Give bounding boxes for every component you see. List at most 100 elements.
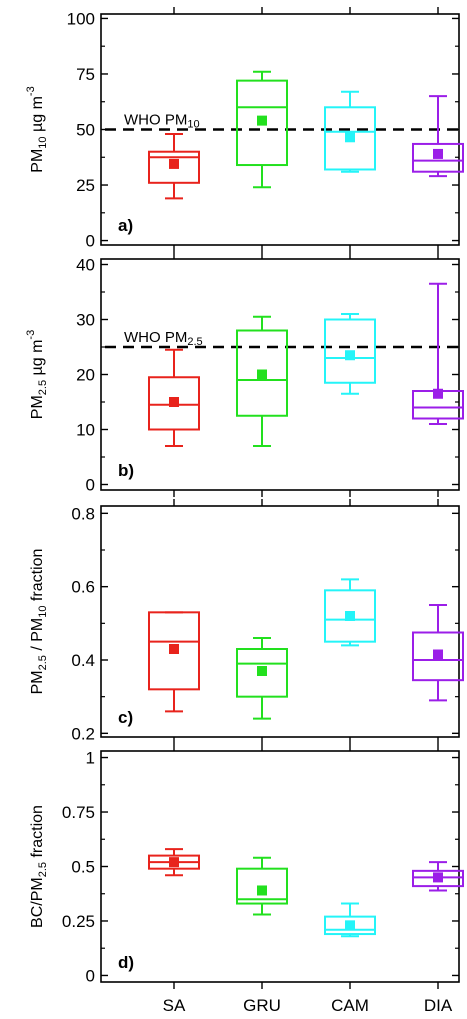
y-tick-label: 30 (76, 311, 95, 330)
y-tick-label: 0.5 (71, 858, 95, 877)
ylabel-base: PM (29, 395, 46, 419)
box-iqr (236, 867, 288, 905)
box-mean-marker (433, 148, 443, 159)
x-category-label-dia: DIA (424, 996, 453, 1015)
box-mean-marker (257, 369, 267, 380)
plot-frame (100, 750, 460, 983)
y-axis-label: PM2.5 / PM10 fraction (29, 549, 49, 695)
box-iqr (412, 142, 464, 173)
y-tick-label: 0.75 (62, 803, 95, 822)
reference-label-sub: 10 (187, 119, 199, 131)
box-mean-marker (257, 666, 267, 676)
box-mean-marker (345, 350, 355, 361)
box-iqr (236, 329, 288, 417)
y-tick-label: 1 (86, 749, 95, 768)
ylabel-sub2: 10 (37, 606, 49, 618)
box-sa (148, 348, 200, 447)
box-iqr (412, 869, 464, 888)
plot-frame (100, 505, 460, 738)
box-gru (236, 315, 288, 447)
panel-c: 0.2 0.4 0.6 0.8 c) PM2.5 / PM10 fraction (29, 499, 464, 744)
box-mean-marker (169, 397, 179, 407)
y-tick-label: 0.8 (71, 504, 95, 523)
x-category-label-gru: GRU (243, 996, 281, 1015)
ylabel-rest: fraction (29, 805, 46, 862)
box-cam (324, 902, 376, 938)
ylabel-rest2: fraction (29, 549, 46, 606)
box-mean-marker (257, 115, 267, 126)
y-tick-label: 0.6 (71, 578, 95, 597)
plot-frame (100, 13, 460, 246)
box-mean-marker (433, 388, 443, 399)
reference-line-label: WHO PM2.5 (124, 329, 203, 348)
box-dia (412, 861, 464, 892)
y-tick-label: 25 (76, 176, 95, 195)
y-tick-label: 0 (86, 476, 95, 495)
box-mean-marker (257, 885, 267, 896)
y-axis-label: PM10 µg m-3 (25, 86, 49, 172)
y-tick-label: 100 (67, 9, 95, 28)
y-tick-label: 0.2 (71, 724, 95, 743)
box-gru (236, 856, 288, 916)
box-iqr (324, 106, 376, 171)
box-sa (148, 848, 200, 877)
box-gru (236, 637, 288, 720)
box-sa (148, 611, 200, 713)
panel-label: a) (118, 216, 133, 235)
ylabel-sub: 2.5 (37, 380, 49, 395)
plot-frame (100, 258, 460, 491)
box-mean-marker (345, 611, 355, 621)
box-iqr (148, 611, 200, 691)
y-tick-label: 0.25 (62, 912, 95, 931)
y-tick-label: 20 (76, 366, 95, 385)
ylabel-sup: -3 (25, 330, 37, 340)
box-mean-marker (169, 857, 179, 868)
box-mean-marker (433, 649, 443, 660)
box-gru (236, 70, 288, 189)
box-mean-marker (433, 872, 443, 883)
ylabel-rest: µg m (29, 96, 46, 136)
y-tick-label: 0 (86, 232, 95, 251)
box-iqr (324, 318, 376, 384)
ylabel-base: PM (29, 670, 46, 694)
y-tick-label: 50 (76, 121, 95, 140)
box-mean-marker (345, 920, 355, 931)
box-mean-marker (345, 132, 355, 143)
y-tick-label: 0.4 (71, 651, 95, 670)
box-iqr (236, 648, 288, 698)
ylabel-sub: 2.5 (37, 862, 49, 877)
ylabel-sub: 2.5 (37, 655, 49, 670)
box-cam (324, 313, 376, 395)
ylabel-base: BC/PM (29, 877, 46, 928)
reference-label-base: WHO PM (124, 329, 187, 346)
box-cam (324, 578, 376, 647)
ylabel-sub: 10 (37, 136, 49, 148)
box-iqr (412, 631, 464, 682)
ylabel-base: PM (29, 149, 46, 173)
ylabel-sup: -3 (25, 86, 37, 96)
box-cam (324, 90, 376, 173)
ylabel-rest: µg m (29, 340, 46, 380)
reference-label-sub: 2.5 (187, 336, 202, 348)
y-axis-label: PM2.5 µg m-3 (25, 330, 49, 419)
box-iqr (148, 376, 200, 431)
box-iqr (324, 589, 376, 643)
y-tick-label: 0 (86, 966, 95, 985)
y-tick-label: 40 (76, 256, 95, 275)
box-mean-marker (169, 644, 179, 654)
box-dia (412, 604, 464, 702)
box-iqr (148, 150, 200, 184)
ylabel-rest: / PM (29, 618, 46, 655)
y-axis-label: BC/PM2.5 fraction (29, 805, 49, 928)
reference-label-base: WHO PM (124, 112, 187, 129)
y-tick-label: 10 (76, 421, 95, 440)
panel-label: b) (118, 461, 134, 480)
box-iqr (236, 79, 288, 167)
box-mean-marker (169, 158, 179, 169)
panel-label: c) (118, 708, 133, 727)
box-dia (412, 95, 464, 178)
reference-line-label: WHO PM10 (124, 112, 200, 131)
box-sa (148, 132, 200, 200)
